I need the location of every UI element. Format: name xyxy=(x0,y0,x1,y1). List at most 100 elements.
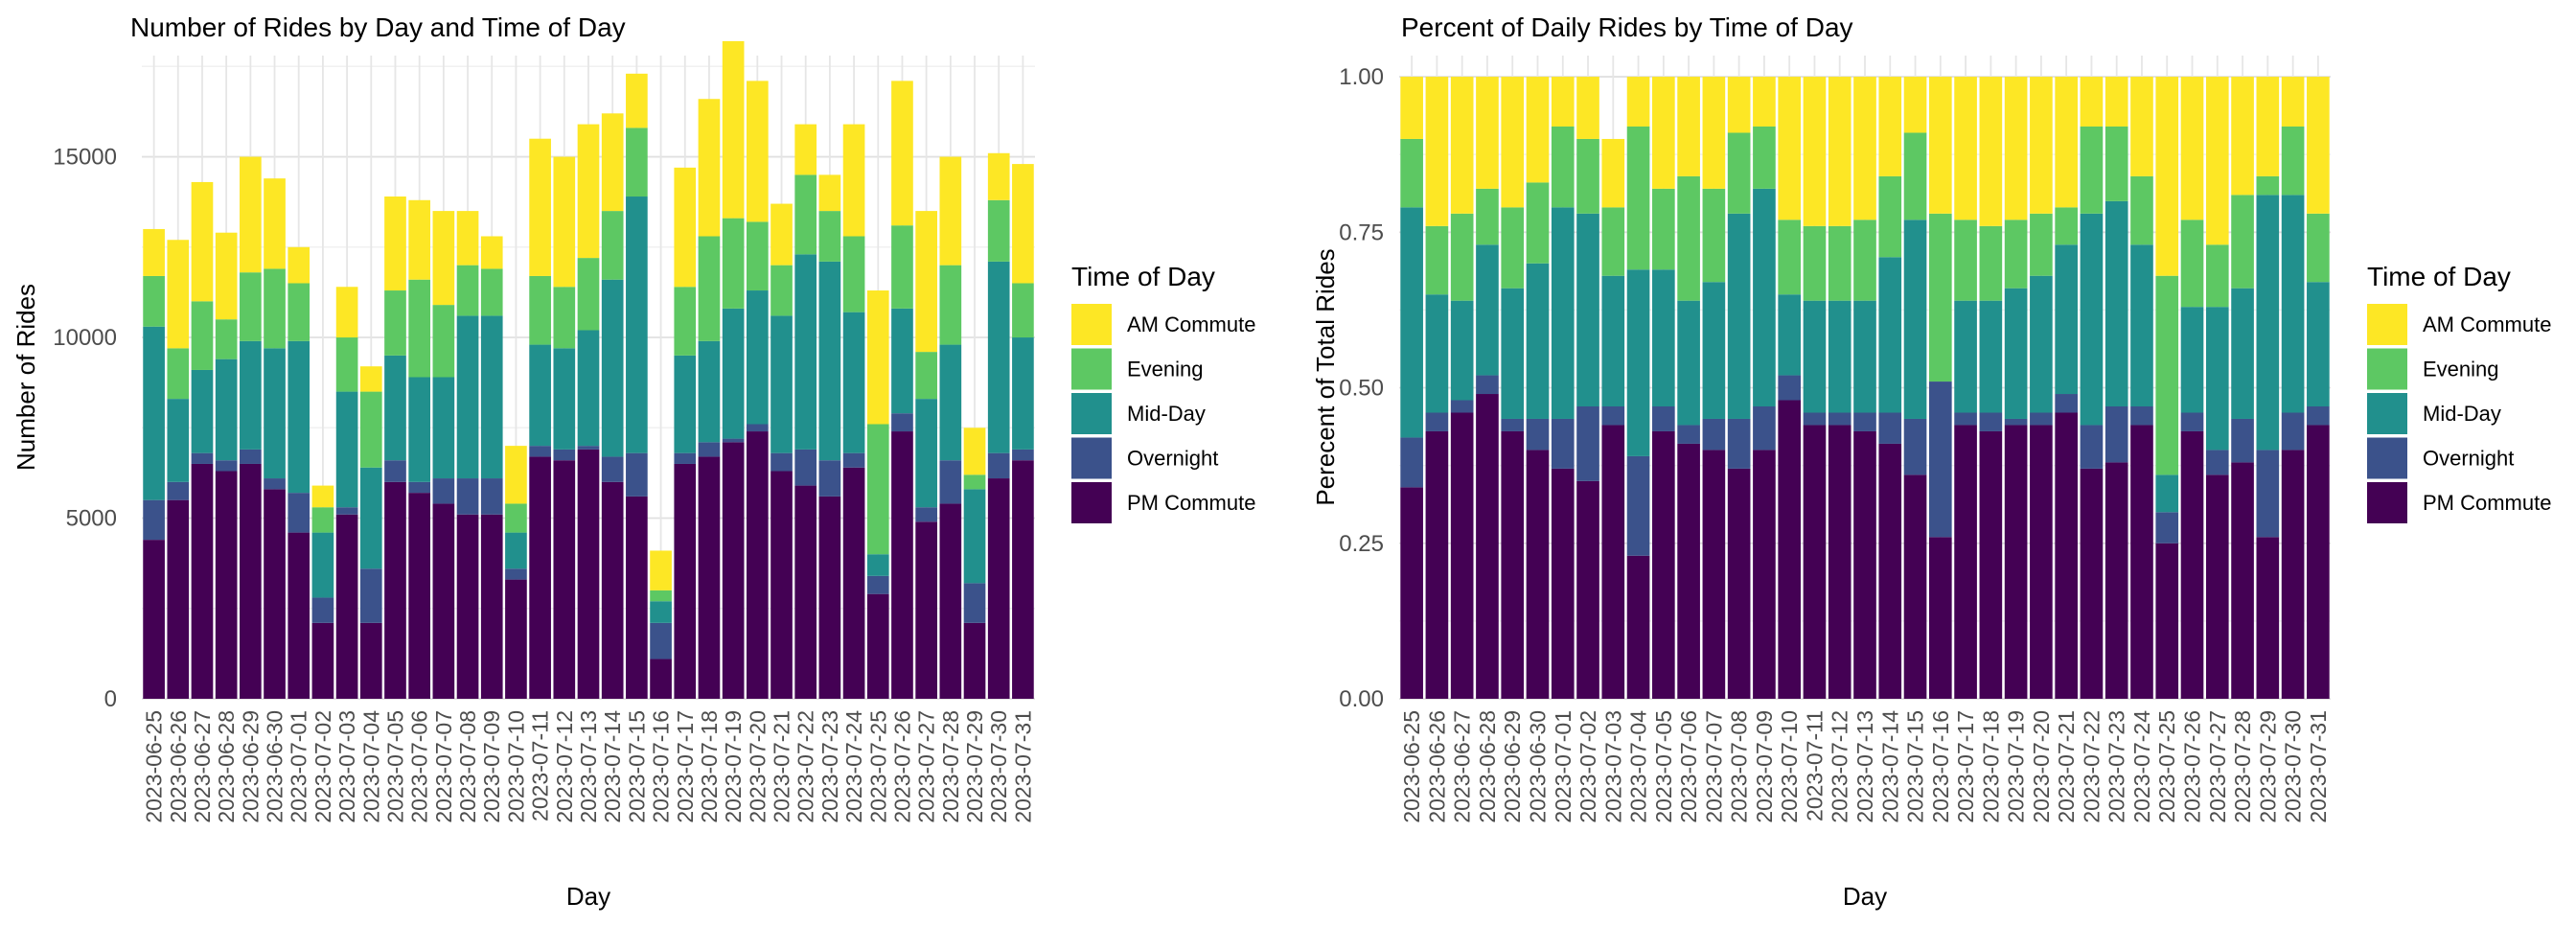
x-tick-label: 2023-07-03 xyxy=(334,710,359,823)
bar-segment xyxy=(1652,188,1675,270)
bar-segment xyxy=(553,449,576,461)
bar-segment xyxy=(1753,450,1776,699)
bar-segment xyxy=(1576,77,1599,139)
x-tick-label: 2023-07-20 xyxy=(745,710,770,823)
bar-segment xyxy=(456,315,479,479)
bar-segment xyxy=(359,366,382,392)
bar-segment xyxy=(939,156,962,266)
bar-segment xyxy=(601,456,624,482)
bar-segment xyxy=(384,197,406,291)
bar-segment xyxy=(408,493,431,699)
x-axis-label: Day xyxy=(566,882,610,911)
x-tick-label: 2023-07-13 xyxy=(576,710,601,823)
bar-segment xyxy=(311,597,334,623)
bar-segment xyxy=(432,478,455,504)
x-tick-label: 2023-07-21 xyxy=(770,710,794,823)
legend-title: Time of Day xyxy=(1071,262,1215,291)
bar-segment xyxy=(746,81,769,222)
bar-segment xyxy=(2055,394,2078,413)
bar-segment xyxy=(1853,412,1876,431)
bar-segment xyxy=(650,601,672,623)
bar-segment xyxy=(987,478,1010,699)
bar-segment xyxy=(359,391,382,468)
bar-segment xyxy=(505,568,527,580)
x-tick-label: 2023-07-02 xyxy=(1576,710,1600,823)
bar-segment xyxy=(1803,412,1827,426)
bar-segment xyxy=(264,478,286,490)
x-tick-label: 2023-06-26 xyxy=(1424,710,1449,823)
bar-segment xyxy=(577,330,600,447)
x-tick-label: 2023-07-08 xyxy=(1727,710,1752,823)
bar-segment xyxy=(2030,213,2053,276)
bar-segment xyxy=(215,232,238,320)
bar-segment xyxy=(2256,77,2280,176)
bar-segment xyxy=(432,211,455,306)
bar-segment xyxy=(1828,412,1852,426)
bar-segment xyxy=(2104,126,2128,201)
bar-segment xyxy=(746,431,769,699)
x-tick-label: 2023-07-24 xyxy=(2129,710,2154,823)
bar-segment xyxy=(264,178,286,269)
bar-segment xyxy=(1903,474,1927,699)
bar-segment xyxy=(1626,455,1650,556)
bar-segment xyxy=(842,452,865,468)
bar-segment xyxy=(2030,425,2053,699)
x-tick-label: 2023-06-29 xyxy=(1500,710,1525,823)
x-tick-label: 2023-07-24 xyxy=(841,710,866,823)
bar-segment xyxy=(818,211,841,262)
x-tick-label: 2023-07-20 xyxy=(2029,710,2054,823)
bar-segment xyxy=(384,290,406,356)
bar-segment xyxy=(1727,418,1751,469)
x-tick-label: 2023-07-25 xyxy=(865,710,890,823)
bar-segment xyxy=(2281,195,2305,413)
bar-segment xyxy=(2004,418,2028,426)
bar-segment xyxy=(335,507,358,515)
x-tick-label: 2023-07-18 xyxy=(1978,710,2003,823)
bar-segment xyxy=(2281,412,2305,451)
legend-label: Evening xyxy=(2423,358,2499,382)
bar-segment xyxy=(1476,188,1499,245)
bar-segment xyxy=(505,446,527,504)
bar-segment xyxy=(1702,282,1726,419)
bar-segment xyxy=(408,377,431,482)
bar-segment xyxy=(2231,288,2254,419)
bar-segment xyxy=(2281,126,2305,196)
bar-segment xyxy=(2104,406,2128,463)
bar-segment xyxy=(191,369,214,453)
bar-segment xyxy=(866,424,889,555)
bar-segment xyxy=(1626,77,1650,127)
y-tick-label: 15000 xyxy=(53,145,117,171)
bar-segment xyxy=(601,481,624,699)
bar-segment xyxy=(143,275,165,327)
bar-segment xyxy=(1828,425,1852,699)
legend-swatch xyxy=(2367,482,2407,523)
bar-segment xyxy=(794,174,817,255)
bar-segment xyxy=(577,258,600,331)
bar-segment xyxy=(2004,425,2028,699)
bar-segment xyxy=(2080,77,2104,127)
x-tick-label: 2023-06-29 xyxy=(238,710,263,823)
bar-segment xyxy=(1601,406,1625,426)
bar-segment xyxy=(167,348,190,400)
bar-segment xyxy=(240,272,262,341)
bar-segment xyxy=(553,287,576,349)
bar-segment xyxy=(2281,77,2305,127)
bar-segment xyxy=(1803,77,1827,226)
x-tick-label: 2023-07-31 xyxy=(2306,710,2331,823)
bar-segment xyxy=(480,315,503,479)
bar-segment xyxy=(335,337,358,392)
bar-segment xyxy=(1601,425,1625,699)
bar-segment xyxy=(2307,282,2330,406)
bar-segment xyxy=(2030,275,2053,413)
bar-segment xyxy=(1551,207,1575,419)
bar-segment xyxy=(939,265,962,345)
bar-segment xyxy=(939,460,962,504)
bar-segment xyxy=(818,496,841,699)
bar-segment xyxy=(264,348,286,479)
bar-segment xyxy=(987,199,1010,262)
bar-segment xyxy=(167,499,190,699)
bar-segment xyxy=(480,514,503,699)
bar-segment xyxy=(1677,175,1700,301)
x-tick-label: 2023-07-23 xyxy=(817,710,842,823)
